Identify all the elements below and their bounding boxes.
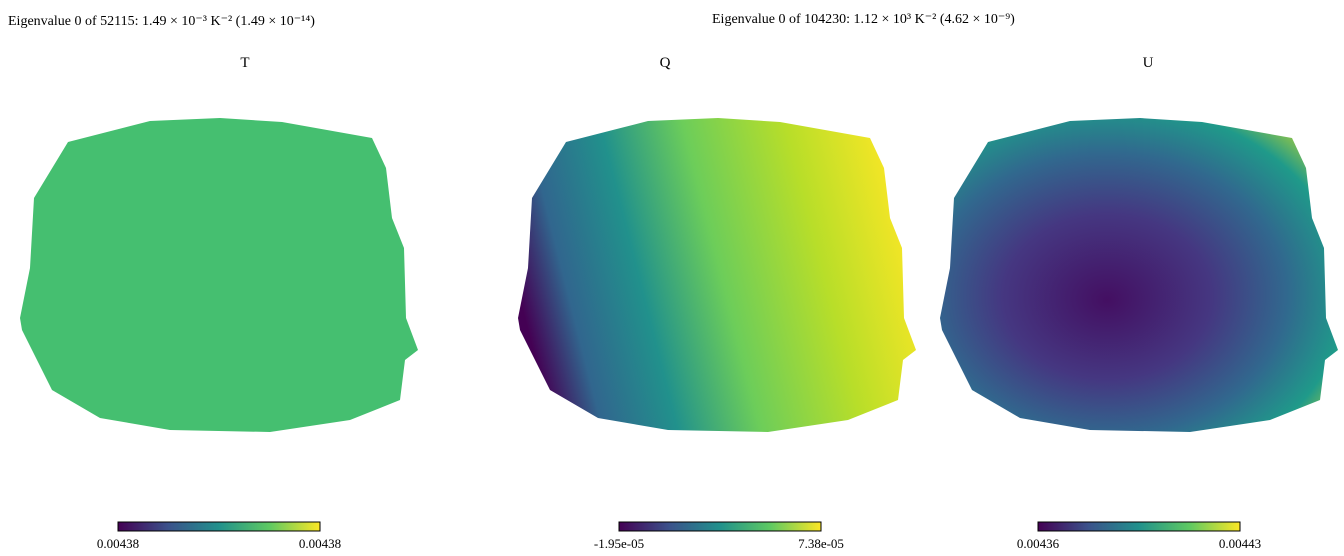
colorbar-label: 7.38e-05: [798, 536, 844, 551]
colorbar-label: 0.00438: [97, 536, 139, 551]
colorbar: [618, 521, 822, 532]
title: Eigenvalue 0 of 104230: 1.12 × 10³ K⁻² (…: [712, 12, 1015, 27]
map: [518, 118, 916, 432]
colorbar-label: 0.00443: [1219, 536, 1261, 551]
colorbar-label: -1.95e-05: [594, 536, 644, 551]
colorbar: [117, 521, 321, 532]
colorbar: [1037, 521, 1241, 532]
colorbar-label: 0.00436: [1017, 536, 1060, 551]
map: [940, 118, 1338, 432]
panel-label: Q: [660, 55, 671, 71]
map: [20, 118, 418, 432]
panel-label: T: [240, 55, 249, 71]
panel-label: U: [1143, 55, 1154, 71]
title: Eigenvalue 0 of 52115: 1.49 × 10⁻³ K⁻² (…: [8, 14, 315, 29]
colorbar-label: 0.00438: [299, 536, 341, 551]
